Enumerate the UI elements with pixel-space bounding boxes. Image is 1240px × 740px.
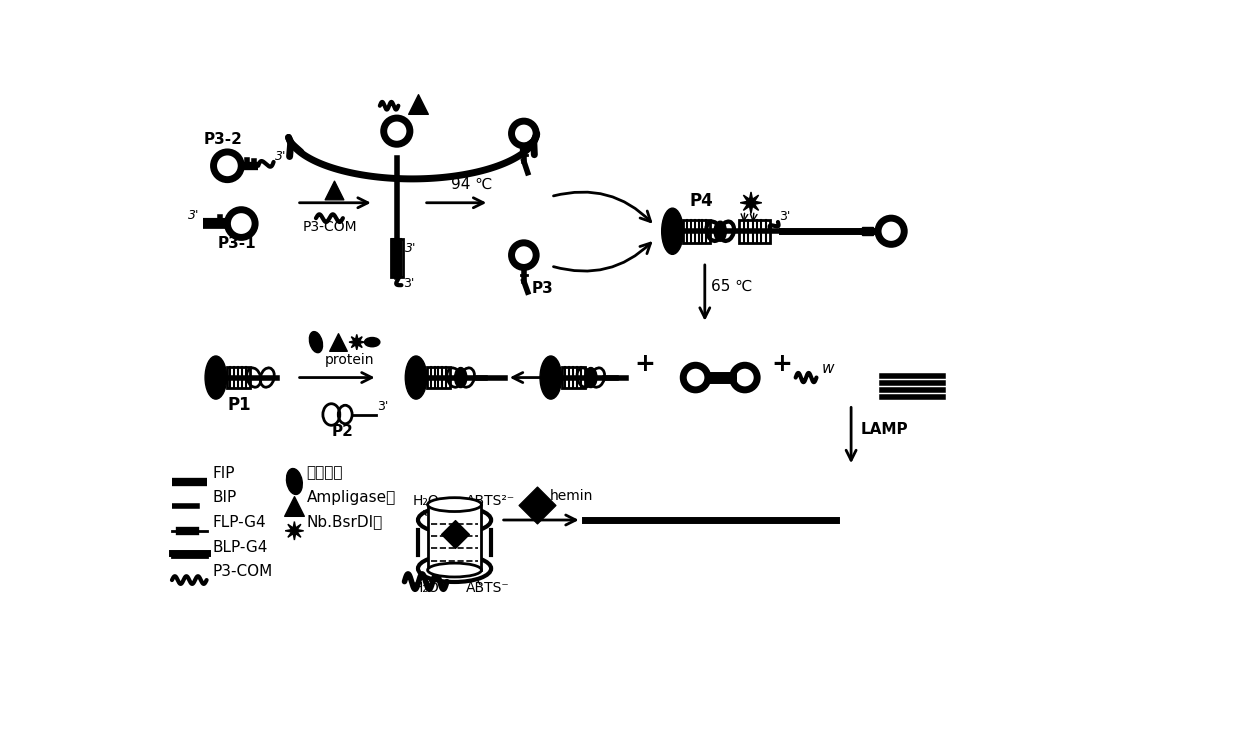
Text: H₂O: H₂O: [412, 581, 439, 595]
Text: BIP: BIP: [212, 491, 237, 505]
Bar: [428, 505, 481, 570]
Text: 3': 3': [404, 242, 415, 255]
Text: 94 ℃: 94 ℃: [450, 177, 492, 192]
Text: ABTS²⁻: ABTS²⁻: [466, 494, 516, 508]
Text: hemin: hemin: [549, 489, 593, 503]
Text: +: +: [771, 352, 792, 377]
Text: LAMP: LAMP: [861, 422, 908, 437]
Ellipse shape: [286, 468, 303, 494]
Text: 65 ℃: 65 ℃: [711, 278, 753, 294]
Text: FIP: FIP: [212, 465, 234, 481]
Text: BLP-G4: BLP-G4: [212, 539, 268, 554]
Point: [527, 499, 547, 511]
Text: FLP-G4: FLP-G4: [212, 515, 265, 530]
Text: +: +: [635, 352, 655, 377]
Text: P4: P4: [689, 192, 713, 210]
Ellipse shape: [455, 368, 467, 388]
Text: 3': 3': [403, 278, 414, 291]
Ellipse shape: [205, 356, 227, 399]
Ellipse shape: [714, 221, 727, 241]
Text: P3-COM: P3-COM: [212, 564, 273, 579]
Text: 3': 3': [188, 209, 200, 222]
Point: [408, 98, 428, 110]
Text: P3-COM: P3-COM: [303, 221, 357, 235]
Text: w: w: [822, 361, 835, 376]
Text: P3-2: P3-2: [205, 132, 243, 147]
Ellipse shape: [405, 356, 427, 399]
Ellipse shape: [365, 337, 379, 347]
Text: P3: P3: [532, 281, 553, 296]
Ellipse shape: [662, 208, 683, 255]
Bar: [739, 220, 770, 243]
Ellipse shape: [541, 356, 562, 399]
Polygon shape: [285, 522, 304, 540]
Ellipse shape: [428, 563, 481, 577]
Text: P3-1: P3-1: [218, 236, 257, 251]
Polygon shape: [740, 192, 761, 214]
Point: [445, 528, 465, 539]
Bar: [227, 367, 249, 389]
Text: P2: P2: [331, 424, 353, 439]
Ellipse shape: [309, 332, 322, 353]
Bar: [427, 367, 450, 389]
Bar: [562, 367, 585, 389]
Text: Nb.BsrDI酶: Nb.BsrDI酶: [306, 514, 383, 529]
Text: H₂O₂: H₂O₂: [412, 494, 444, 508]
Bar: [862, 227, 873, 235]
Bar: [391, 239, 403, 278]
Text: P1: P1: [227, 396, 250, 414]
Ellipse shape: [585, 368, 596, 388]
Text: protein: protein: [325, 353, 374, 367]
Text: ABTS⁻: ABTS⁻: [466, 581, 510, 595]
Bar: [683, 220, 711, 243]
Text: 3': 3': [275, 149, 286, 163]
Text: 人凝血酶: 人凝血酶: [306, 465, 343, 480]
Point: [284, 500, 304, 512]
Text: 3': 3': [377, 400, 389, 413]
Text: 3': 3': [780, 210, 791, 223]
Text: Ampligase酶: Ampligase酶: [306, 490, 396, 505]
Point: [324, 184, 343, 196]
Polygon shape: [350, 334, 365, 350]
Ellipse shape: [428, 498, 481, 511]
Point: [327, 336, 347, 348]
